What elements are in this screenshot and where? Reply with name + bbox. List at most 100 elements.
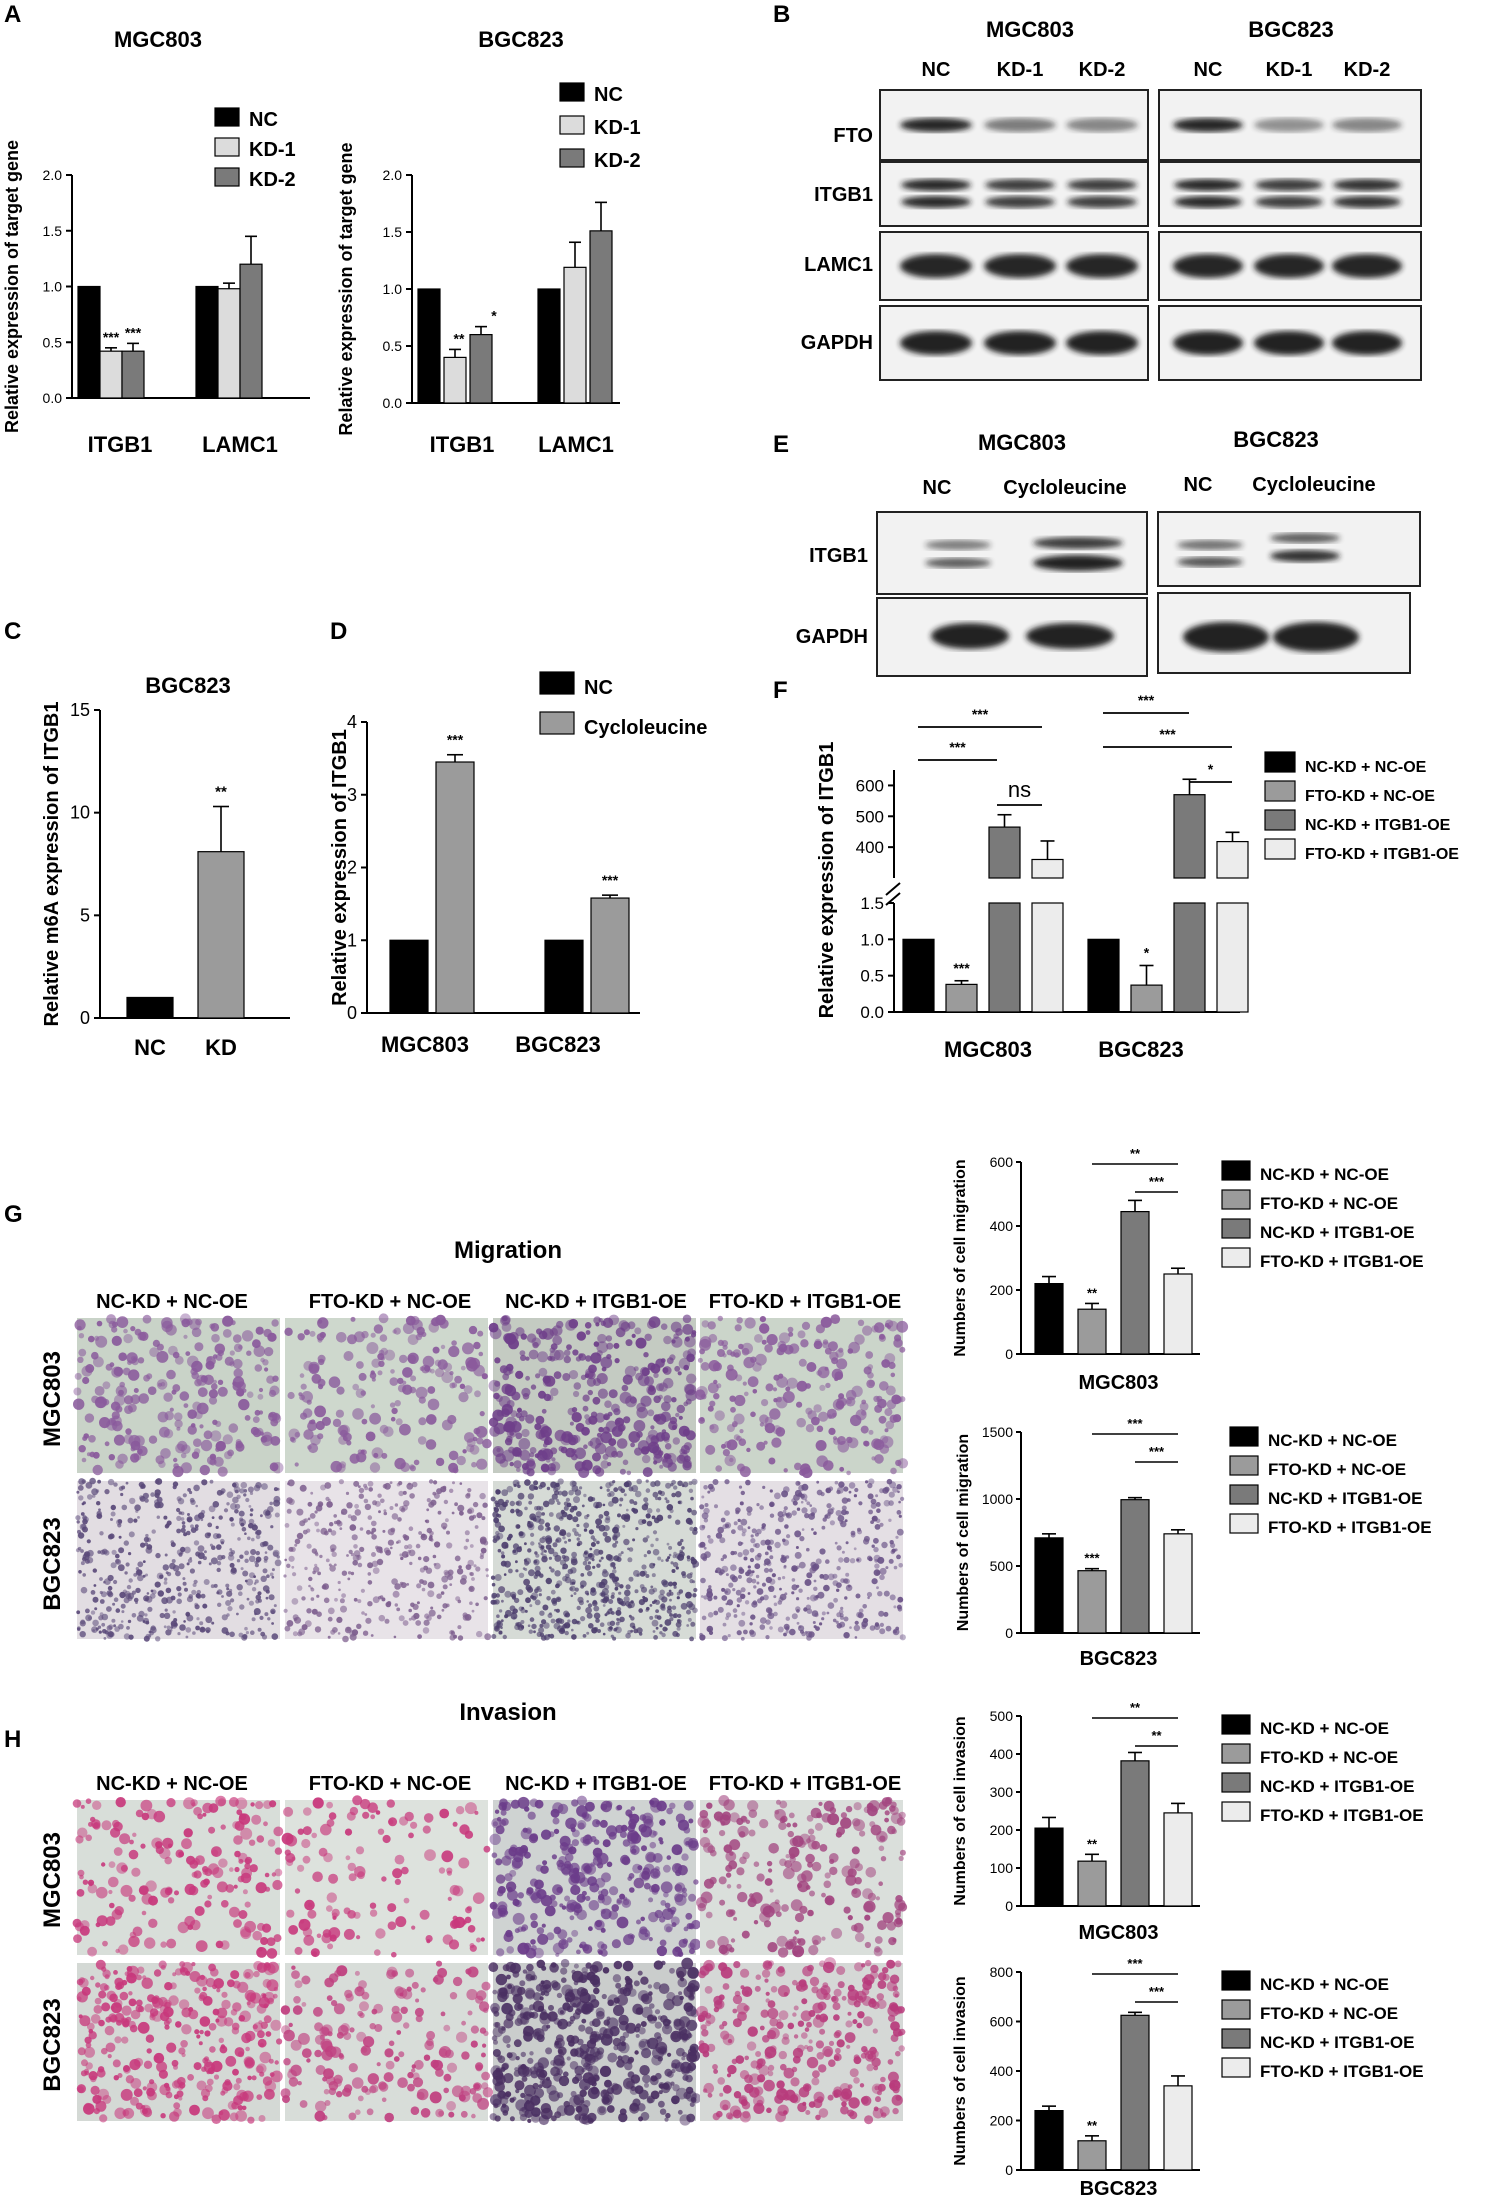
cell-dot [761, 1339, 767, 1345]
cell-dot [670, 1561, 674, 1565]
cell-dot [544, 1905, 556, 1917]
cell-dot [535, 1586, 539, 1591]
cell-dot [782, 1509, 787, 1514]
cell-dot [553, 1828, 560, 1835]
cell-dot [287, 1391, 295, 1400]
cell-dot [164, 2001, 171, 2009]
cell-dot [680, 1538, 684, 1543]
cell-dot [611, 1904, 619, 1912]
cell-dot [612, 1543, 617, 1548]
cell-dot [633, 1628, 639, 1634]
cell-dot [218, 1858, 228, 1868]
cell-dot [482, 1438, 492, 1449]
cell-dot [428, 1609, 436, 1617]
cell-dot [110, 1504, 117, 1511]
cell-dot [738, 1831, 746, 1838]
cell-dot [823, 1800, 835, 1812]
cell-dot [825, 1897, 833, 1905]
cell-dot [210, 1557, 218, 1565]
cell-dot [597, 1333, 607, 1344]
cell-dot [117, 1564, 125, 1572]
cell-dot [732, 1588, 736, 1592]
cell-dot [341, 1508, 348, 1515]
cell-dot [689, 1636, 694, 1642]
cell-dot [700, 1553, 708, 1560]
cell-dot [90, 1610, 96, 1615]
cell-dot [346, 1502, 353, 1509]
panel-label-b: B [773, 1, 790, 28]
cell-dot [572, 1505, 578, 1511]
cell-dot [664, 1902, 671, 1909]
cell-dot [606, 1825, 618, 1837]
cell-dot [302, 1826, 312, 1836]
cell-dot [173, 1618, 178, 1622]
cell-dot [422, 1580, 428, 1586]
cell-dot [286, 1508, 292, 1514]
cell-dot [586, 1600, 589, 1603]
cell-dot [517, 1589, 524, 1596]
cell-dot [369, 1902, 377, 1909]
cell-dot [294, 1431, 301, 1438]
cell-dot [186, 1318, 193, 1326]
cell-dot [720, 1557, 724, 1562]
legend-swatch [559, 148, 585, 168]
cell-dot [611, 1403, 620, 1413]
cell-dot [580, 1862, 593, 1875]
cell-dot [583, 1493, 587, 1498]
cell-dot [798, 1358, 807, 1367]
cell-dot [196, 1617, 200, 1621]
blot-band [1332, 118, 1402, 132]
y-tick-label: 1.0 [43, 279, 63, 295]
cell-dot [895, 1626, 900, 1631]
cell-dot [361, 1449, 367, 1455]
cell-dot [879, 1574, 885, 1581]
cell-dot [443, 2087, 450, 2094]
cell-dot [324, 1482, 332, 1489]
cell-dot [492, 1904, 497, 1909]
cell-dot [687, 1507, 692, 1513]
cell-dot [721, 1587, 726, 1592]
cell-dot [247, 2116, 255, 2124]
cell-dot [570, 1827, 576, 1833]
cell-dot [525, 1375, 530, 1381]
cell-dot [232, 1382, 242, 1391]
cell-dot [258, 1947, 263, 1952]
cell-dot [660, 1323, 668, 1330]
cell-dot [797, 1873, 807, 1883]
cell-dot [246, 1578, 254, 1586]
cell-dot [271, 1633, 279, 1640]
cell-dot [841, 1505, 847, 1511]
cell-dot [362, 1811, 370, 1819]
cell-dot [534, 1486, 539, 1490]
cell-dot [677, 1619, 682, 1624]
blot-band [901, 196, 971, 208]
cell-dot [271, 1622, 274, 1625]
cell-dot [628, 1873, 635, 1879]
cell-dot [641, 1845, 647, 1852]
cell-dot [622, 1374, 633, 1385]
cell-dot [640, 1366, 650, 1377]
cell-dot [166, 1887, 173, 1894]
cell-dot [238, 1398, 250, 1411]
cell-dot [288, 2022, 293, 2028]
bar [902, 938, 935, 1013]
cell-dot [476, 1437, 484, 1445]
cell-dot [357, 1562, 363, 1568]
cell-dot [417, 1331, 424, 1338]
cell-dot [239, 1488, 245, 1494]
cell-dot [136, 1974, 142, 1981]
cell-dot [440, 1591, 445, 1595]
blot-band [1174, 196, 1242, 208]
blot-cell-line: BGC823 [1248, 17, 1334, 42]
cell-dot [224, 2079, 231, 2086]
cell-dot [813, 1579, 817, 1583]
cell-dot [135, 1999, 143, 2007]
cell-dot [498, 1525, 505, 1533]
cell-dot [165, 2086, 171, 2092]
cell-dot [576, 1909, 587, 1921]
cell-dot [898, 1855, 904, 1861]
cell-dot [175, 2021, 182, 2028]
cell-dot [585, 1607, 592, 1614]
cell-dot [232, 2002, 242, 2012]
